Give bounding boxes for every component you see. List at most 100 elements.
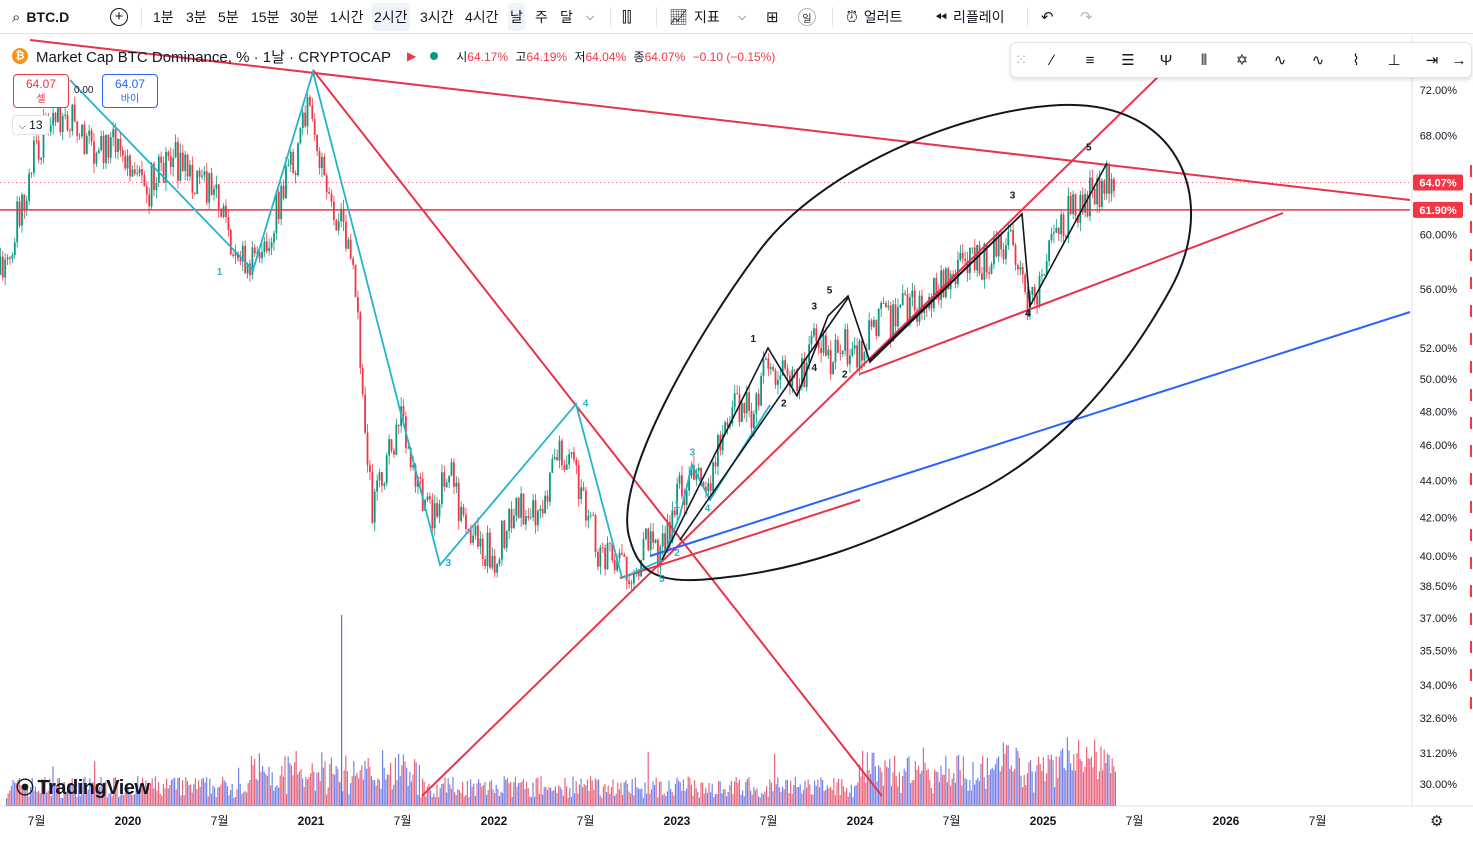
parallel-channel-icon[interactable]: ≡ [1085, 52, 1095, 69]
volume-bar [628, 791, 630, 806]
candle-body [825, 335, 827, 356]
redo-button[interactable]: ↷ [1080, 0, 1093, 34]
gann-fan-icon[interactable]: ✡︎ [1235, 52, 1249, 69]
undo-button[interactable]: ↶ [1041, 0, 1054, 34]
x-tick-label: 7월 [394, 814, 412, 828]
indicator-collapse-button[interactable]: ⌵ 13 [12, 115, 50, 135]
volume-bar [492, 789, 494, 806]
volume-bar [1055, 756, 1057, 806]
volume-bar [596, 779, 598, 806]
candles [0, 93, 1115, 591]
flat-channel-icon[interactable]: ☰ [1121, 52, 1135, 69]
compare-button[interactable]: + [110, 0, 128, 34]
volume-bar [1034, 771, 1036, 806]
interval-2h[interactable]: 2시간 [372, 3, 410, 31]
chart-type-button[interactable]: ⫿⫿ [622, 0, 632, 34]
candle-body [1069, 196, 1072, 214]
indicator-badge[interactable]: 일 [798, 0, 816, 34]
buy-button[interactable]: 64.07 바이 [102, 74, 158, 108]
candle-body [628, 580, 630, 585]
volume-bar [434, 797, 436, 806]
volume-bar [308, 776, 310, 806]
volume-bar [446, 792, 448, 806]
volume-bar [463, 796, 465, 806]
hide-series-icon[interactable]: ▶ [407, 49, 417, 63]
volume-bar [996, 758, 998, 806]
candle-body [347, 239, 350, 249]
alert-button[interactable]: ⏰︎ 얼러트 [846, 0, 902, 34]
volume-bar [522, 779, 524, 806]
trend-line-icon[interactable]: ∕ [1050, 52, 1054, 69]
candle-body [921, 295, 923, 313]
interval-3h[interactable]: 3시간 [420, 9, 454, 25]
volume-bar [166, 778, 168, 806]
interval-3m[interactable]: 3분 [186, 9, 207, 25]
interval-30m[interactable]: 30분 [290, 9, 319, 25]
drag-handle-icon[interactable]: ⁙ [1014, 52, 1028, 69]
replay-button[interactable]: ⏪︎ 리플레이 [935, 0, 1005, 34]
volume-bar [529, 796, 531, 806]
interval-month[interactable]: 달 [560, 9, 573, 25]
candle-body [642, 539, 645, 561]
candle-body [220, 208, 223, 217]
elliott-impulse-icon[interactable]: ∿ [1273, 52, 1287, 69]
candle-body [606, 543, 609, 570]
candle-body [527, 516, 530, 518]
indicators-dropdown[interactable]: ⌵ [738, 0, 746, 34]
indicators-button[interactable]: 📈︎ 지표 [669, 0, 720, 34]
candle-body [693, 465, 695, 480]
volume-bar [306, 779, 308, 806]
interval-week[interactable]: 주 [535, 9, 548, 25]
volume-bar [865, 782, 867, 806]
candle-body [503, 520, 506, 548]
candle-body [160, 156, 163, 163]
candle-body [59, 96, 62, 133]
pitchfork-icon[interactable]: Ψ [1159, 52, 1173, 69]
y-tick-label: 30.00% [1420, 779, 1458, 791]
volume-bar [274, 787, 276, 806]
candle-body [748, 392, 750, 411]
candle-body [985, 244, 988, 273]
interval-15m[interactable]: 15분 [251, 9, 280, 25]
volume-bar [614, 795, 616, 806]
volume-bar [354, 775, 356, 806]
symbol-search[interactable]: ⌕ BTC.D [12, 0, 69, 34]
y-tick-label: 38.50% [1420, 581, 1458, 593]
interval-dropdown[interactable]: ⌵ [586, 0, 594, 34]
settings-gear-icon[interactable]: ⚙︎ [1430, 813, 1444, 830]
range-measure-icon[interactable]: ⇥ [1425, 52, 1439, 69]
candle-body [781, 360, 784, 376]
volume-bar [726, 796, 728, 806]
volume-bar [961, 785, 963, 806]
interval-day[interactable]: 날 [508, 3, 525, 31]
candle-body [705, 486, 707, 492]
interval-4h[interactable]: 4시간 [465, 9, 499, 25]
interval-5m[interactable]: 5분 [218, 9, 239, 25]
volume-bar [558, 785, 560, 806]
candle-body [882, 303, 885, 304]
volume-bar [479, 783, 481, 806]
volume-bar [663, 793, 665, 806]
volume-bar [542, 794, 544, 806]
interval-1m[interactable]: 1분 [153, 9, 174, 25]
interval-1h[interactable]: 1시간 [330, 9, 364, 25]
elliott-triangle-icon[interactable]: ⌇ [1352, 52, 1360, 69]
volume-bar [946, 782, 948, 806]
volume-bar [890, 786, 892, 806]
candle-body [1086, 194, 1089, 217]
elliott-correction-icon[interactable]: ∿ [1311, 52, 1325, 69]
candle-body [777, 379, 779, 385]
more-tools-icon[interactable]: → [1451, 52, 1467, 69]
candle-body [16, 201, 19, 243]
x-axis-ticks: 7월 2020 7월 2021 7월 2022 7월 2023 7월 2024 7월 2025 7월 20… [28, 814, 1327, 828]
candle-body [587, 515, 590, 521]
volume-bar [228, 795, 230, 806]
volume-bar [265, 774, 267, 806]
sell-button[interactable]: 64.07 셀 [13, 74, 69, 108]
candle-body [165, 151, 167, 183]
fib-retracement-icon[interactable]: ⫴ [1200, 52, 1208, 69]
layouts-button[interactable]: ⊞ [766, 0, 779, 34]
cyan-wave-label: 3 [689, 448, 695, 459]
vertical-measure-icon[interactable]: ⊥ [1387, 52, 1401, 69]
